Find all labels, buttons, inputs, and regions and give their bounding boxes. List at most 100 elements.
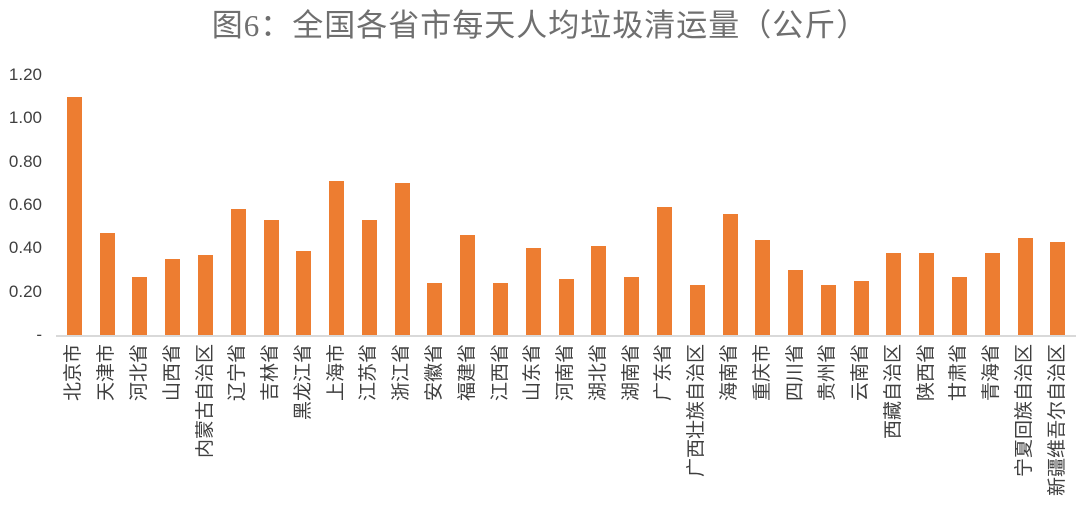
y-axis-tick-label: 1.20 [8,65,42,84]
bar [66,96,82,335]
bar-cell [943,75,976,335]
x-axis-label-cell: 湖南省 [615,341,648,511]
x-axis-label: 广西壮族自治区 [686,344,708,478]
x-axis-label: 青海省 [981,344,1003,402]
x-axis-label-cell: 西藏自治区 [878,341,911,511]
x-axis-label: 江西省 [489,344,511,402]
x-axis-label: 西藏自治区 [882,344,904,440]
x-axis-label: 广东省 [653,344,675,402]
bar [198,254,214,335]
x-axis-label: 新疆维吾尔自治区 [1046,344,1068,497]
bar [853,280,869,335]
x-axis-label: 湖北省 [587,344,609,402]
bar [427,283,443,335]
bar-cell [353,75,386,335]
bar [722,213,738,335]
bar-cell [550,75,583,335]
bar [624,276,640,335]
bar-cell [746,75,779,335]
y-axis-tick-label: 0.20 [8,281,42,301]
x-axis-label: 上海市 [325,344,347,402]
x-axis-label-cell: 山东省 [517,341,550,511]
bar-cell [124,75,157,335]
bar-cell [156,75,189,335]
bar [1050,241,1066,335]
x-axis-label-cell: 安徽省 [419,341,452,511]
x-axis-label: 重庆市 [751,344,773,402]
bar [230,209,246,335]
x-axis-label-cell: 河南省 [550,341,583,511]
x-axis-line [56,335,1076,337]
bar [165,259,181,335]
x-axis-labels: 北京市 天津市 河北省 山西省 内蒙古自治区 辽宁省 吉林省 黑龙江省 上海市 江苏省 浙江省 安徽省… [58,341,1074,511]
x-axis-label-cell: 江苏省 [353,341,386,511]
bar [460,235,476,335]
bar-cell [812,75,845,335]
bar [755,239,771,335]
x-axis-label-cell: 内蒙古自治区 [189,341,222,511]
bar-cell [1041,75,1074,335]
bar-cell [320,75,353,335]
bar [1017,237,1033,335]
x-axis-label: 北京市 [63,344,85,402]
bar-cell [1009,75,1042,335]
bar-cell [910,75,943,335]
x-axis-label-cell: 湖北省 [583,341,616,511]
bar-cell [91,75,124,335]
bar [296,250,312,335]
x-axis-label-cell: 宁夏回族自治区 [1009,341,1042,511]
x-axis-label-cell: 上海市 [320,341,353,511]
bar-cell [779,75,812,335]
x-axis-label: 陕西省 [915,344,937,402]
bar-cell [451,75,484,335]
bar-cell [255,75,288,335]
bar-cell [648,75,681,335]
x-axis-label: 浙江省 [391,344,413,402]
bar [919,252,935,335]
x-axis-label: 宁夏回族自治区 [1014,344,1036,478]
bar [361,220,377,335]
x-axis-label-cell: 新疆维吾尔自治区 [1041,341,1074,511]
x-axis-label: 内蒙古自治区 [194,344,216,459]
plot-area [58,75,1074,335]
x-axis-label-cell: 山西省 [156,341,189,511]
bar [656,207,672,335]
x-axis-label: 湖南省 [620,344,642,402]
x-axis-label: 甘肃省 [948,344,970,402]
x-axis-label: 黑龙江省 [292,344,314,421]
x-axis-label: 安徽省 [423,344,445,402]
bar [525,248,541,335]
x-axis-label-cell: 贵州省 [812,341,845,511]
x-axis-label-cell: 北京市 [58,341,91,511]
x-axis-label: 云南省 [850,344,872,402]
bar-cell [714,75,747,335]
x-axis-label-cell: 四川省 [779,341,812,511]
bar-cell [222,75,255,335]
bar [394,183,410,335]
x-axis-label-cell: 海南省 [714,341,747,511]
x-axis-label-cell: 广西壮族自治区 [681,341,714,511]
bar-cell [681,75,714,335]
bar [886,252,902,335]
x-axis-label-cell: 广东省 [648,341,681,511]
x-axis-label: 天津市 [96,344,118,402]
y-axis-tick-label: - [36,325,42,344]
bar-cell [583,75,616,335]
x-axis-label-cell: 黑龙江省 [287,341,320,511]
bar-cell [484,75,517,335]
x-axis-label: 贵州省 [817,344,839,402]
bar-cell [878,75,911,335]
x-axis-label-cell: 江西省 [484,341,517,511]
bar [820,285,836,335]
x-axis-label: 四川省 [784,344,806,402]
x-axis-label: 吉林省 [260,344,282,402]
bar [788,270,804,335]
y-axis: 1.20 1.00 0.80 0.60 0.40 0.20 - [0,65,50,344]
y-axis-tick-label: 0.40 [8,238,42,258]
bar [132,276,148,335]
x-axis-label-cell: 甘肃省 [943,341,976,511]
bar-cell [58,75,91,335]
x-axis-label-cell: 福建省 [451,341,484,511]
bar [591,246,607,335]
x-axis-label: 山东省 [522,344,544,402]
